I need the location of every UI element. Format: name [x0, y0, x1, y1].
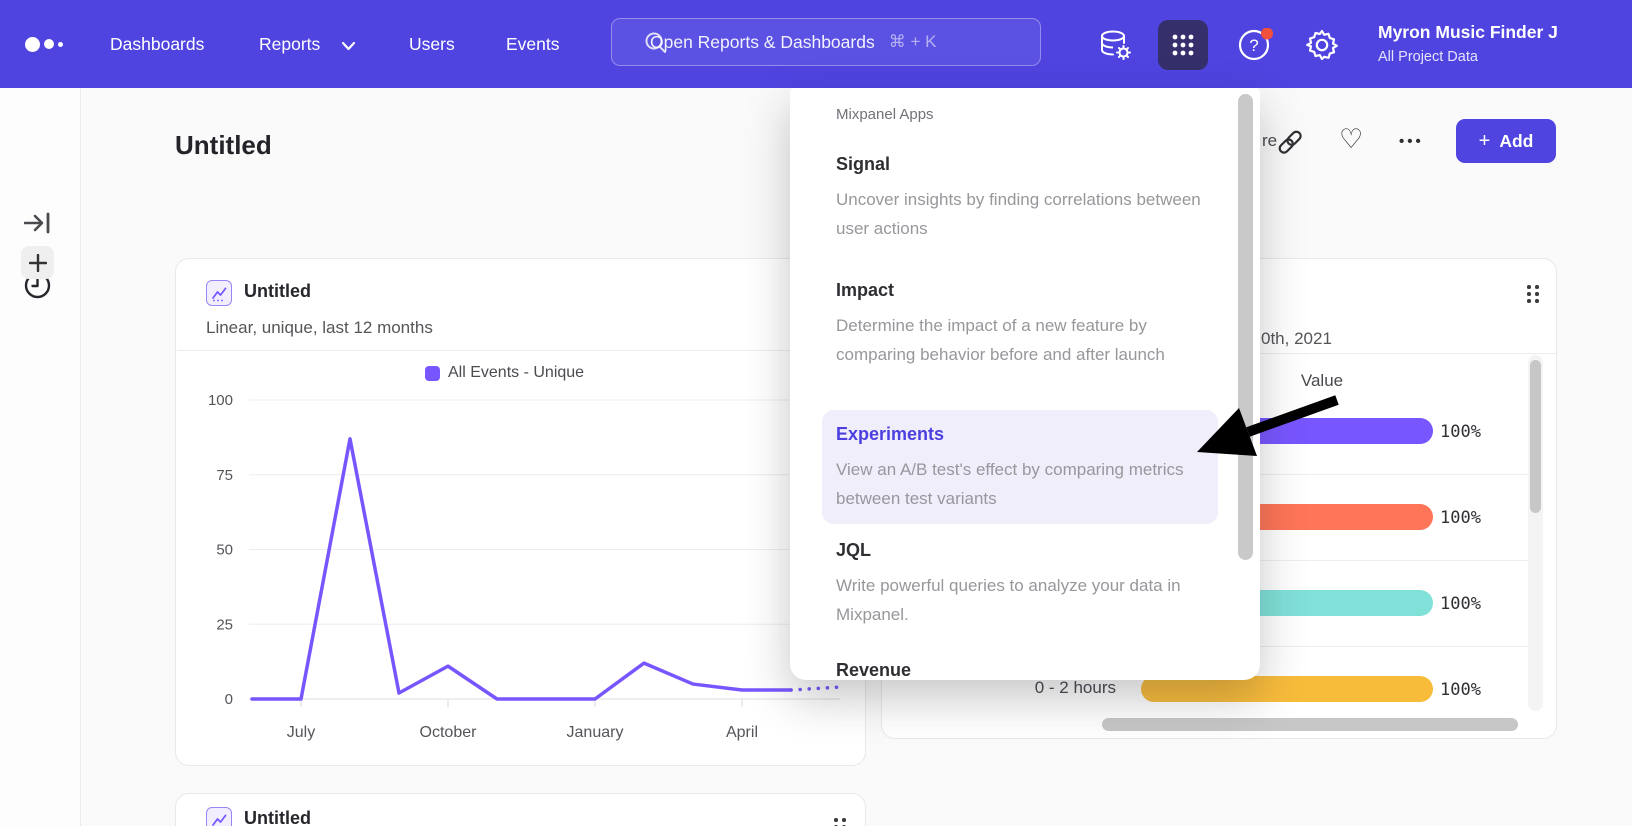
- apps-grid-icon: [1172, 34, 1194, 56]
- report-subtitle: Linear, unique, last 12 months: [206, 318, 433, 337]
- table-horizontal-scrollbar[interactable]: [1102, 718, 1518, 731]
- drag-handle-icon[interactable]: [1527, 285, 1539, 303]
- plus-icon: [28, 253, 47, 272]
- menu-item-impact-description: Determine the impact of a new feature by…: [836, 316, 1165, 364]
- table-date-fragment: 0th, 2021: [1261, 329, 1332, 348]
- menu-scrollbar-thumb[interactable]: [1238, 94, 1253, 560]
- search-placeholder: Open Reports & Dashboards: [650, 31, 875, 52]
- line-chart[interactable]: 0 25 50 75 100 July October January April: [176, 259, 867, 767]
- report-title[interactable]: Untitled: [244, 281, 311, 301]
- svg-text:50: 50: [216, 542, 233, 559]
- share-button-fragment[interactable]: re: [1262, 131, 1278, 150]
- table-vertical-scrollbar-thumb[interactable]: [1530, 360, 1541, 513]
- menu-item-jql-description: Write powerful queries to analyze your d…: [836, 576, 1181, 624]
- menu-item-signal-description: Uncover insights by finding correlations…: [836, 190, 1201, 238]
- insights-chart-icon: [206, 280, 232, 306]
- nav-dashboards[interactable]: Dashboards: [110, 34, 205, 54]
- menu-item-jql[interactable]: JQL: [836, 540, 872, 560]
- search-shortcut: ⌘ + K: [888, 32, 937, 51]
- bar-value: 100%: [1440, 594, 1481, 614]
- svg-text:100: 100: [208, 392, 233, 409]
- menu-item-impact[interactable]: Impact: [836, 280, 895, 300]
- nav-users[interactable]: Users: [409, 34, 455, 54]
- mixpanel-logo[interactable]: [25, 31, 69, 59]
- collapse-panel-icon[interactable]: [24, 211, 52, 235]
- add-board-button[interactable]: [21, 246, 54, 279]
- apps-grid-button[interactable]: [1158, 20, 1208, 70]
- legend-swatch[interactable]: [425, 366, 440, 381]
- svg-text:October: October: [420, 724, 478, 741]
- page-title: Untitled: [175, 130, 272, 160]
- favorite-heart-icon[interactable]: ♡: [1339, 124, 1364, 155]
- value-column-header[interactable]: Value: [1300, 371, 1344, 390]
- menu-item-experiments-description: View an A/B test's effect by comparing m…: [836, 460, 1184, 508]
- svg-text:April: April: [726, 724, 758, 741]
- table-bar: [1141, 676, 1433, 702]
- bar-value: 100%: [1440, 422, 1481, 442]
- report-title[interactable]: Untitled: [244, 808, 311, 826]
- svg-text:0: 0: [225, 691, 233, 708]
- nav-reports[interactable]: Reports: [259, 34, 321, 54]
- svg-text:25: 25: [216, 616, 233, 633]
- user-name[interactable]: Myron Music Finder J: [1378, 22, 1558, 42]
- project-name: All Project Data: [1378, 49, 1478, 65]
- bar-value: 100%: [1440, 680, 1481, 700]
- global-search[interactable]: Open Reports & Dashboards ⌘ + K: [611, 18, 1041, 66]
- search-icon: [645, 32, 666, 53]
- insights-chart-icon: [206, 807, 232, 826]
- menu-item-experiments[interactable]: Experiments: [836, 424, 945, 444]
- svg-text:75: 75: [216, 467, 233, 484]
- drag-handle-icon[interactable]: [834, 818, 846, 826]
- plus-icon: +: [1478, 129, 1491, 152]
- settings-gear-icon[interactable]: [1305, 28, 1339, 62]
- card-divider: [177, 350, 865, 351]
- legend-label[interactable]: All Events - Unique: [448, 364, 585, 381]
- menu-item-signal[interactable]: Signal: [836, 154, 891, 174]
- bar-value: 100%: [1440, 508, 1481, 528]
- svg-text:?: ?: [1249, 36, 1258, 55]
- svg-text:January: January: [567, 724, 624, 741]
- menu-caption: Mixpanel Apps: [836, 106, 934, 123]
- line-chart-card: Untitled Linear, unique, last 12 months …: [175, 258, 866, 766]
- nav-events[interactable]: Events: [506, 34, 560, 54]
- add-button[interactable]: + Add: [1456, 119, 1556, 163]
- svg-text:July: July: [287, 724, 315, 741]
- left-rail: [0, 88, 81, 826]
- row-label: 0 - 2 hours: [1034, 678, 1116, 697]
- data-management-icon[interactable]: [1097, 27, 1133, 63]
- bottom-chart-card: Untitled: [175, 793, 866, 826]
- top-nav-bar: Dashboards Reports Users Events Open Rep…: [0, 0, 1632, 88]
- copy-link-icon[interactable]: [1276, 128, 1304, 156]
- menu-item-revenue[interactable]: Revenue: [836, 660, 912, 680]
- menu-item-highlight: [822, 410, 1218, 524]
- help-icon[interactable]: ?: [1238, 28, 1280, 62]
- add-button-label: Add: [1499, 130, 1534, 151]
- mixpanel-apps-menu: Mixpanel Apps Signal Uncover insights by…: [790, 88, 1260, 680]
- more-options-button[interactable]: •••: [1399, 133, 1424, 150]
- chevron-down-icon: [341, 41, 356, 51]
